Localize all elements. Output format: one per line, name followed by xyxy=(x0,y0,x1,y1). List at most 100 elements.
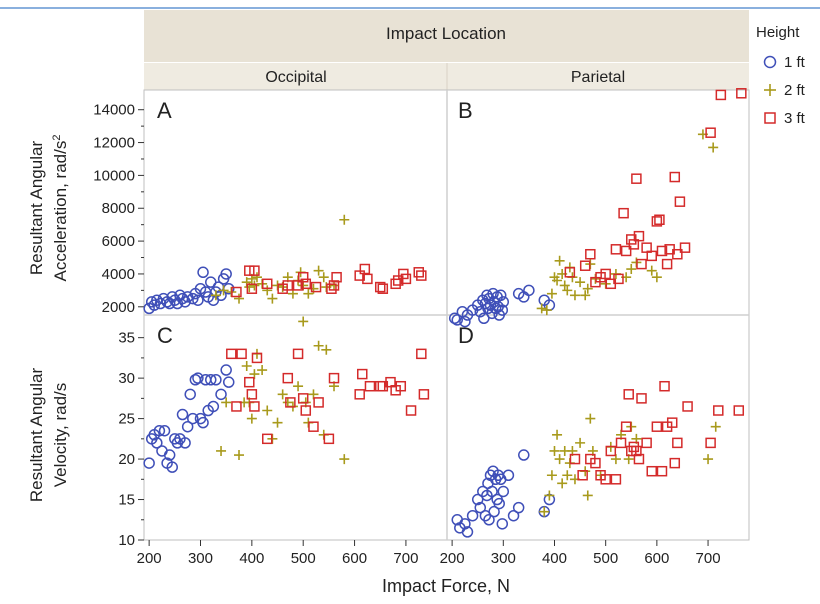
data-point-b-2ft xyxy=(651,272,662,283)
data-point-c-2ft xyxy=(221,397,232,408)
data-point-d-3ft xyxy=(641,437,652,449)
legend-title: Height xyxy=(756,24,800,41)
data-point-d-1ft xyxy=(471,493,484,506)
data-point-b-1ft xyxy=(448,312,461,325)
data-point-b-3ft xyxy=(618,207,629,219)
data-point-d-3ft xyxy=(623,389,634,400)
data-point-d-2ft xyxy=(549,445,560,456)
data-point-c-3ft xyxy=(244,376,255,388)
data-point-c-3ft xyxy=(357,368,368,380)
data-point-a-2ft xyxy=(218,285,229,296)
data-point-c-1ft xyxy=(220,364,232,376)
data-point-c-3ft xyxy=(364,380,376,392)
data-point-c-3ft xyxy=(246,389,258,400)
data-point-c-3ft xyxy=(328,372,340,384)
y-tick-label: 4000 xyxy=(102,266,135,283)
data-point-a-3ft xyxy=(262,278,273,290)
data-point-a-3ft xyxy=(328,280,340,291)
data-point-b-1ft xyxy=(478,312,490,325)
data-point-d-2ft xyxy=(575,437,586,448)
data-point-a-3ft xyxy=(326,283,337,294)
data-point-d-3ft xyxy=(605,445,617,457)
data-point-c-2ft xyxy=(272,417,283,428)
data-point-a-3ft xyxy=(390,278,401,290)
data-point-b-3ft xyxy=(661,258,673,270)
data-point-c-3ft xyxy=(418,389,430,400)
data-point-a-2ft xyxy=(303,288,314,299)
data-point-d-2ft xyxy=(544,490,555,501)
data-point-d-3ft xyxy=(656,465,668,477)
data-point-a-3ft xyxy=(297,271,309,283)
facet-header xyxy=(144,10,749,62)
data-point-d-2ft xyxy=(546,470,557,481)
data-point-c-1ft xyxy=(153,424,166,437)
plot-frames xyxy=(143,89,750,541)
data-point-d-2ft xyxy=(557,478,568,489)
data-point-c-2ft xyxy=(246,413,257,424)
data-point-b-3ft xyxy=(579,260,591,271)
data-point-c-3ft xyxy=(405,405,417,416)
data-point-b-3ft xyxy=(736,88,747,99)
data-point-c-3ft xyxy=(251,352,263,364)
data-point-c-2ft xyxy=(282,397,293,408)
data-point-d-3ft xyxy=(610,474,622,485)
data-point-c-1ft xyxy=(197,416,209,429)
points-layer xyxy=(143,88,747,538)
data-point-a-3ft xyxy=(231,286,242,298)
data-point-b-2ft xyxy=(575,277,586,288)
data-point-d-2ft xyxy=(703,454,714,465)
data-point-d-3ft xyxy=(646,465,657,477)
data-point-d-3ft xyxy=(651,421,663,432)
data-point-d-1ft xyxy=(474,501,487,514)
data-point-d-3ft xyxy=(577,470,588,481)
y-axis-title-top-line2-text: Acceleration, rad/s xyxy=(51,141,70,282)
data-point-c-3ft xyxy=(300,405,312,416)
data-point-a-2ft xyxy=(339,214,350,225)
y-tick-label: 20 xyxy=(118,451,135,468)
data-point-d-3ft xyxy=(636,393,647,404)
data-point-d-3ft xyxy=(600,474,611,485)
data-point-c-1ft xyxy=(184,388,196,401)
data-point-b-3ft xyxy=(610,244,622,255)
data-point-c-2ft xyxy=(262,405,273,416)
data-point-d-3ft xyxy=(672,437,683,449)
data-point-b-3ft xyxy=(613,273,624,285)
data-point-d-1ft xyxy=(493,497,505,510)
x-tick-label: 200 xyxy=(440,550,465,567)
data-point-d-3ft xyxy=(713,405,724,416)
panel-letter-b: B xyxy=(458,98,473,123)
data-point-d-3ft xyxy=(590,457,601,469)
data-point-d-1ft xyxy=(488,505,500,518)
data-point-a-3ft xyxy=(374,281,386,293)
data-point-a-2ft xyxy=(251,272,262,283)
y-tick-label: 10 xyxy=(118,532,135,549)
data-point-a-3ft xyxy=(400,273,412,285)
facet-title: Impact Location xyxy=(386,24,506,43)
data-point-a-2ft xyxy=(267,293,278,304)
legend-marker-2ft xyxy=(764,84,776,96)
legend: Height 1 ft 2 ft 3 ft xyxy=(756,24,806,127)
data-point-d-3ft xyxy=(666,417,678,428)
data-point-b-1ft xyxy=(497,296,510,308)
data-point-b-3ft xyxy=(656,245,668,257)
data-point-a-2ft xyxy=(234,293,245,304)
data-point-a-2ft xyxy=(262,285,273,296)
data-point-b-2ft xyxy=(546,288,557,299)
data-point-a-3ft xyxy=(416,270,427,281)
data-point-b-2ft xyxy=(562,285,573,296)
data-point-c-3ft xyxy=(262,433,273,445)
data-point-b-3ft xyxy=(679,242,691,253)
data-point-c-1ft xyxy=(192,372,204,384)
y-tick-label: 35 xyxy=(118,330,135,347)
data-point-c-1ft xyxy=(222,376,235,388)
x-tick-label: 700 xyxy=(696,550,721,567)
y-tick-label: 15 xyxy=(118,492,135,509)
data-point-c-3ft xyxy=(226,348,237,360)
data-point-c-2ft xyxy=(257,365,268,376)
data-point-b-3ft xyxy=(705,127,716,138)
legend-label-2ft: 2 ft xyxy=(784,82,806,99)
data-point-d-3ft xyxy=(733,405,745,416)
data-point-d-3ft xyxy=(569,453,581,465)
data-point-c-1ft xyxy=(187,412,199,425)
